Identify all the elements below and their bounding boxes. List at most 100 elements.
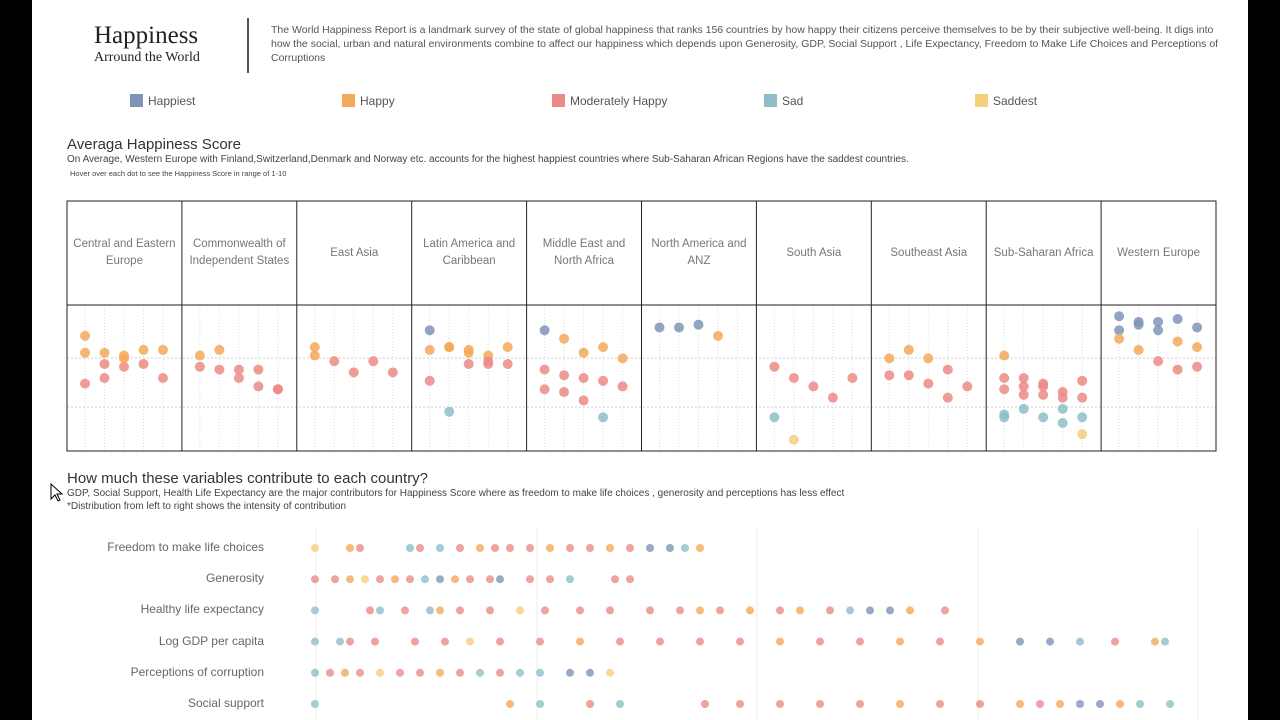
mouse-cursor xyxy=(50,482,64,502)
score-dot xyxy=(539,325,550,336)
contribution-dot xyxy=(586,668,594,677)
contribution-dot xyxy=(456,544,464,552)
contribution-dot xyxy=(626,575,634,584)
contribution-dot xyxy=(656,637,664,646)
score-dot xyxy=(1172,336,1183,347)
contribution-dot xyxy=(346,544,354,552)
contribution-dot xyxy=(376,606,384,615)
score-dot xyxy=(444,342,455,353)
score-dot xyxy=(483,358,494,369)
score-dot xyxy=(1018,403,1029,414)
contribution-dot xyxy=(546,544,554,552)
score-dot xyxy=(1077,429,1088,440)
contribution-dot xyxy=(606,606,614,615)
contribution-dot xyxy=(416,544,424,552)
score-dot xyxy=(253,381,264,392)
contribution-dot xyxy=(606,544,614,552)
score-dot xyxy=(1192,322,1203,333)
score-dot xyxy=(233,364,244,375)
region-label: Western Europe xyxy=(1117,246,1200,259)
variable-label: Healthy life expectancy xyxy=(140,602,264,617)
contribution-dot xyxy=(856,700,864,708)
contribution-dot xyxy=(401,606,409,615)
contribution-dot xyxy=(696,606,704,615)
score-dot xyxy=(424,344,435,355)
score-dot xyxy=(923,353,934,364)
contribution-dot xyxy=(566,668,574,677)
contribution-dot xyxy=(611,575,619,584)
contribution-dot xyxy=(736,637,744,646)
variable-label: Freedom to make life choices xyxy=(107,540,264,554)
legend-item: Happiest xyxy=(130,94,195,108)
chart-title: How much these variables contribute to e… xyxy=(67,470,429,487)
score-dot xyxy=(1038,389,1049,400)
score-dot xyxy=(1057,417,1068,428)
contribution-dot xyxy=(666,544,674,552)
score-dot xyxy=(654,322,665,333)
contribution-dot xyxy=(1056,700,1064,708)
region-label: Latin America and Caribbean xyxy=(423,238,516,267)
contribution-dot xyxy=(466,637,474,646)
score-dot xyxy=(1038,378,1049,389)
score-dot xyxy=(827,392,838,403)
score-dot xyxy=(138,344,149,355)
chart-note: *Distribution from left to right shows t… xyxy=(67,501,347,512)
score-dot xyxy=(559,370,570,381)
region-label: Sub-Saharan Africa xyxy=(993,246,1094,259)
score-dot xyxy=(158,373,168,383)
region-label: Central and Eastern Europe xyxy=(73,238,176,267)
contribution-dot xyxy=(376,575,384,584)
score-dot xyxy=(80,378,90,389)
score-dot xyxy=(1018,389,1029,400)
contribution-dot xyxy=(546,575,554,584)
contribution-dot xyxy=(486,575,494,584)
score-dot xyxy=(1172,314,1183,325)
score-dot xyxy=(788,373,799,383)
chart-title: Averaga Happiness Score xyxy=(67,136,241,153)
contribution-dot xyxy=(331,575,339,584)
contribution-dot xyxy=(1166,700,1174,708)
score-dot xyxy=(617,353,628,364)
score-dot xyxy=(424,375,435,386)
contribution-dot xyxy=(1076,637,1084,646)
contribution-dot xyxy=(486,606,494,615)
contribution-dot xyxy=(856,637,864,646)
contribution-dot xyxy=(536,700,544,708)
score-dot xyxy=(999,350,1010,361)
contribution-dot xyxy=(826,606,834,615)
contribution-dot xyxy=(346,575,354,584)
score-dot xyxy=(1077,392,1088,403)
contribution-dot xyxy=(936,637,944,646)
contribution-dot xyxy=(701,700,709,708)
score-dot xyxy=(233,373,244,383)
score-dot xyxy=(444,406,455,417)
score-dot xyxy=(884,353,895,364)
score-dot xyxy=(329,356,340,367)
score-dot xyxy=(808,381,819,392)
contribution-dot xyxy=(886,606,894,615)
contribution-dot xyxy=(1116,700,1124,708)
contribution-dot xyxy=(411,637,419,646)
contribution-dot xyxy=(776,606,784,615)
contribution-dot xyxy=(586,700,594,708)
score-dot xyxy=(1133,344,1144,355)
score-dot xyxy=(999,373,1010,383)
contribution-dot xyxy=(311,700,319,708)
score-dot xyxy=(1018,373,1029,383)
contribution-dot xyxy=(506,544,514,552)
contribution-dot xyxy=(1016,637,1024,646)
contribution-dot xyxy=(436,668,444,677)
score-dot xyxy=(194,350,205,361)
contribution-dot xyxy=(646,606,654,615)
score-dot xyxy=(769,412,780,423)
score-dot xyxy=(80,347,90,358)
score-dot xyxy=(1153,316,1164,327)
contribution-dot xyxy=(476,544,484,552)
contribution-dot xyxy=(816,637,824,646)
contribution-dot xyxy=(566,575,574,584)
contribution-dot xyxy=(796,606,804,615)
contribution-dot xyxy=(366,606,374,615)
score-dot xyxy=(138,358,149,369)
contribution-dot xyxy=(976,637,984,646)
score-dot xyxy=(348,367,359,378)
